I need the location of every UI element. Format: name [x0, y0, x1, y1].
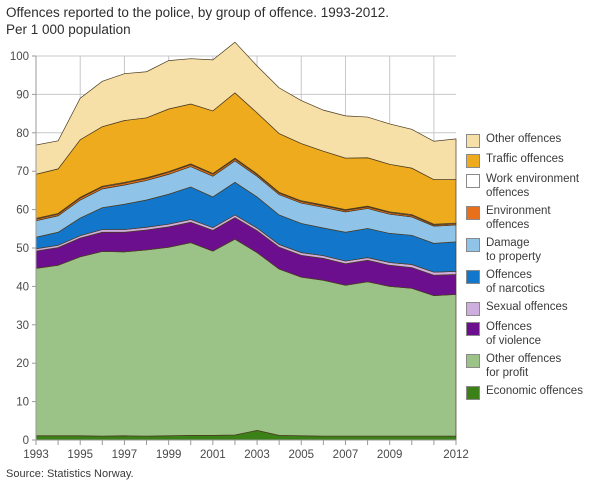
- legend-item[interactable]: Offences of violence: [466, 321, 610, 348]
- area-series: [35, 41, 457, 180]
- legend-swatch-icon: [466, 386, 480, 400]
- y-axis-tick-label: 100: [10, 51, 29, 63]
- x-axis-tick-label: 1993: [23, 449, 49, 461]
- legend-item-label: Traffic offences: [486, 153, 564, 165]
- x-axis-tick-label: 1999: [156, 449, 182, 461]
- x-axis-tick-label: 2009: [377, 449, 403, 461]
- y-axis-tick-label: 0: [23, 435, 29, 447]
- axes: 0 10 20 30 40 50 60 70 80 90 100 1993 1995 1997 1999 20…: [10, 51, 469, 461]
- legend-item[interactable]: Other offences for profit: [466, 353, 610, 380]
- legend-swatch-icon: [466, 154, 480, 168]
- legend-swatch-icon: [466, 302, 480, 316]
- legend-swatch-icon: [466, 238, 480, 252]
- legend-swatch-icon: [466, 174, 480, 188]
- legend-item[interactable]: Environment offences: [466, 205, 610, 232]
- x-axis-tick-label: 2003: [244, 449, 270, 461]
- legend-item-label: Other offences for profit: [486, 353, 562, 379]
- y-axis-tick-label: 80: [16, 128, 29, 140]
- legend-swatch-icon: [466, 354, 480, 368]
- x-axis-tick-label: 1995: [67, 449, 93, 461]
- page-title: Offences reported to the police, by grou…: [6, 4, 566, 38]
- legend-item[interactable]: Offences of narcotics: [466, 269, 610, 296]
- area-series-group: [35, 41, 457, 441]
- legend-swatch-icon: [466, 206, 480, 220]
- y-axis-tick-label: 70: [16, 166, 29, 178]
- x-axis-tick-label: 2001: [200, 449, 226, 461]
- legend-item-label: Environment offences: [486, 205, 551, 231]
- legend-item-label: Offences of violence: [486, 321, 541, 347]
- legend-item[interactable]: Damage to property: [466, 237, 610, 264]
- x-axis-tick-label: 2005: [288, 449, 314, 461]
- legend-item-label: Work environment offences: [486, 173, 580, 199]
- legend-item-label: Offences of narcotics: [486, 269, 545, 295]
- source-note: Source: Statistics Norway.: [6, 468, 134, 480]
- x-axis-tick-label: 1997: [112, 449, 138, 461]
- legend-swatch-icon: [466, 322, 480, 336]
- legend-item-label: Other offences: [486, 133, 562, 145]
- y-axis-tick-label: 60: [16, 205, 29, 217]
- y-axis-tick-label: 30: [16, 320, 29, 332]
- legend-swatch-icon: [466, 134, 480, 148]
- chart-legend: Other offences Traffic offences Work envir…: [466, 133, 610, 405]
- title-line-1: Offences reported to the police, by grou…: [6, 5, 390, 20]
- title-line-2: Per 1 000 population: [6, 22, 131, 37]
- legend-item[interactable]: Other offences: [466, 133, 610, 148]
- y-axis-tick-label: 90: [16, 89, 29, 101]
- legend-item[interactable]: Economic offences: [466, 385, 610, 400]
- legend-item-label: Economic offences: [486, 385, 583, 397]
- x-axis-tick-label: 2012: [443, 449, 469, 461]
- legend-item[interactable]: Traffic offences: [466, 153, 610, 168]
- y-axis-tick-label: 40: [16, 281, 29, 293]
- legend-item-label: Damage to property: [486, 237, 541, 263]
- legend-item[interactable]: Work environment offences: [466, 173, 610, 200]
- y-axis-tick-label: 10: [16, 397, 29, 409]
- y-axis-tick-label: 50: [16, 243, 29, 255]
- x-axis-tick-label: 2007: [333, 449, 359, 461]
- legend-item[interactable]: Sexual offences: [466, 301, 610, 316]
- y-axis-tick-label: 20: [16, 358, 29, 370]
- legend-swatch-icon: [466, 270, 480, 284]
- legend-item-label: Sexual offences: [486, 301, 568, 313]
